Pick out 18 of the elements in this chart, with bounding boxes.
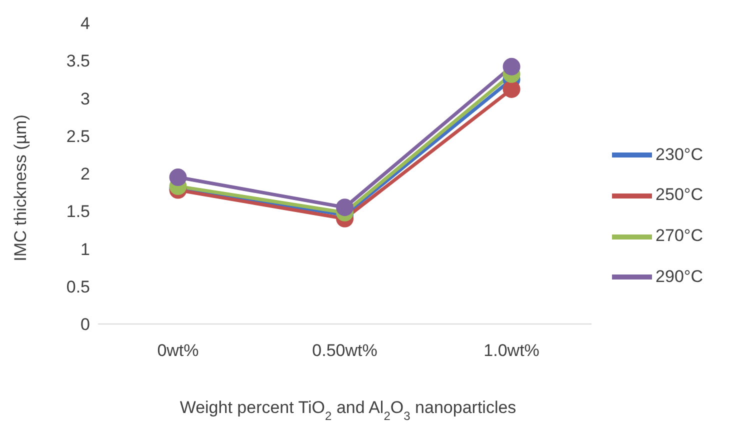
- y-tick-label: 0.5: [66, 277, 90, 296]
- legend-label: 230°C: [656, 144, 703, 164]
- legend-label: 290°C: [656, 266, 703, 286]
- y-tick-label: 2.5: [66, 126, 90, 146]
- x-tick-label: 0wt%: [157, 341, 199, 360]
- y-tick-label: 4: [80, 14, 90, 34]
- legend-label: 270°C: [656, 226, 703, 245]
- y-tick-label: 2: [80, 164, 90, 184]
- x-axis-title: Weight percent TiO$_{2}$ and Al$_{2}$O$_{3}$ nanoparticles: [180, 398, 516, 423]
- y-tick-label: 3: [80, 89, 90, 108]
- x-tick-label: 1.0wt%: [484, 341, 540, 360]
- y-tick-label: 0: [80, 315, 90, 334]
- y-tick-label: 3.5: [66, 52, 90, 71]
- y-axis-title: IMC thickness (µm): [11, 114, 30, 262]
- y-tick-label: 1.5: [66, 202, 90, 222]
- x-tick-label: 0.50wt%: [312, 341, 378, 360]
- legend-label: 250°C: [656, 185, 703, 204]
- y-tick-label: 1: [80, 240, 90, 259]
